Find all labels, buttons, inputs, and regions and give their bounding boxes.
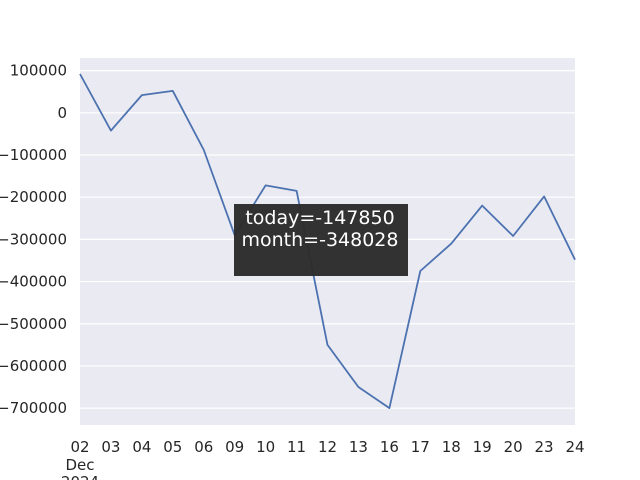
hover-tooltip: today=-147850 month=-348028 [234,204,408,276]
x-tick-label: 24 [565,438,584,456]
y-tick-label: −700000 [0,399,67,417]
tooltip-line-today: today=-147850 [245,207,394,229]
x-tick-label: 06 [194,438,213,456]
x-tick-label: 10 [256,438,275,456]
x-tick-label: 12 [318,438,337,456]
x-axis-sublabel-year: 2024 [61,473,99,480]
x-tick-label: 02 [70,438,89,456]
x-tick-label: 05 [163,438,182,456]
y-tick-label: −400000 [0,273,67,291]
x-tick-label: 23 [535,438,554,456]
series-group [79,73,576,410]
x-tick-label: 17 [411,438,430,456]
x-tick-label: 04 [132,438,151,456]
x-tick-label: 16 [380,438,399,456]
x-tick-label: 18 [442,438,461,456]
x-tick-label: 13 [349,438,368,456]
x-axis-sublabel-month: Dec [65,456,94,474]
y-tick-label: 0 [57,104,67,122]
y-tick-label: −500000 [0,315,67,333]
x-tick-label: 09 [225,438,244,456]
x-tick-label: 20 [504,438,523,456]
y-tick-label: −300000 [0,230,67,248]
y-tick-label: 100000 [10,62,67,80]
grid-lines [80,70,575,409]
tooltip-box [234,204,408,276]
series-line [79,73,576,410]
x-axis-ticks: 02 03 04 05 06 09 10 11 12 13 16 17 18 19 20 23 24 [70,438,584,456]
y-axis-ticks: 100000 0 −100000 −200000 −300000 −400000 −5000… [0,62,67,417]
y-tick-label: −200000 [0,188,67,206]
x-tick-label: 11 [287,438,306,456]
y-tick-label: −600000 [0,357,67,375]
x-tick-label: 19 [473,438,492,456]
tooltip-line-month: month=-348028 [242,229,399,251]
y-tick-label: −100000 [0,146,67,164]
x-tick-label: 03 [101,438,120,456]
